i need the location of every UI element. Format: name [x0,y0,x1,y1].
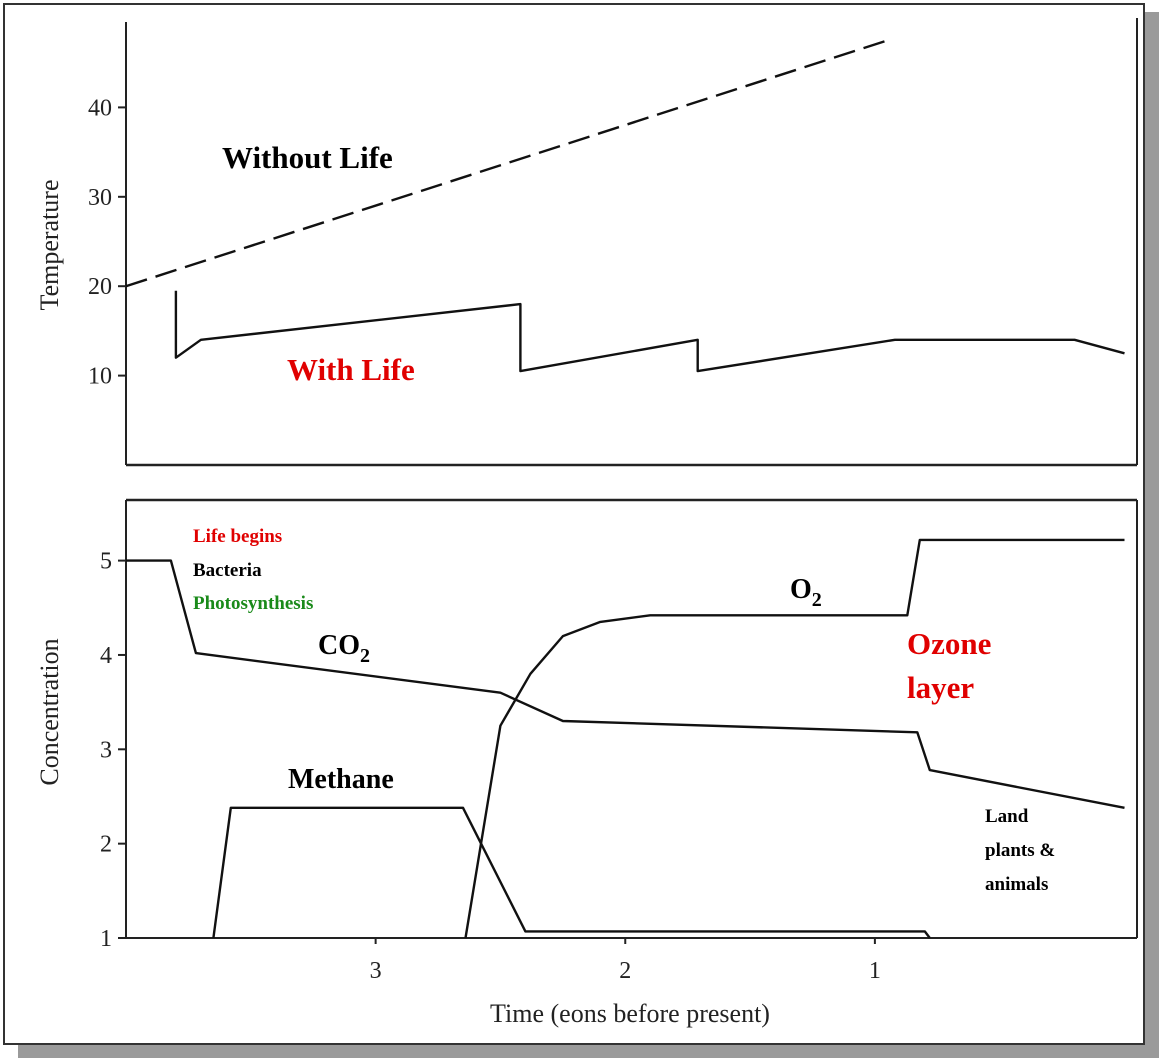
annotation-without-life: Without Life [222,140,393,175]
label-methane: Methane [288,764,394,795]
series-line-o2 [464,538,1125,939]
series-line-with-life [174,290,1125,373]
annotation-plants: plants & [985,840,1055,861]
time-xlabel: Time (eons before present) [490,999,770,1028]
concentration-xtick-label: 3 [370,958,382,984]
temperature-ticks: 10 20 30 40 [88,95,126,390]
annotation-life-begins: Life begins [193,526,282,547]
annotation-bacteria: Bacteria [193,560,262,581]
annotation-land: Land [985,806,1029,827]
temperature-axes [125,18,1138,467]
label-o2-main: O [790,574,812,605]
concentration-xtick-label: 2 [619,958,631,984]
label-co2-main: CO [318,630,360,661]
series-line-without-life [125,39,888,288]
label-o2: O2 [790,574,822,611]
label-co2: CO2 [318,630,370,667]
annotation-photosynthesis: Photosynthesis [193,593,313,614]
concentration-axes [125,498,1138,939]
annotation-with-life: With Life [287,352,415,387]
concentration-ytick-label: 2 [100,832,112,858]
annotation-layer: layer [907,670,974,705]
concentration-ytick-label: 3 [100,737,112,763]
label-o2-sub: 2 [812,589,822,611]
concentration-ytick-label: 1 [100,926,112,952]
temperature-ytick-label: 10 [88,364,112,390]
series-line-methane [212,806,931,939]
temperature-ytick-label: 40 [88,95,112,121]
annotation-animals: animals [985,874,1048,895]
concentration-ytick-label: 5 [100,549,112,575]
concentration-ticks: 1 2 3 4 5 3 2 1 [100,549,881,984]
concentration-ytick-label: 4 [100,643,112,669]
temperature-ytick-label: 20 [88,274,112,300]
frame-border [3,3,1145,1045]
annotation-ozone: Ozone [907,626,991,661]
temperature-series [125,39,1125,373]
temperature-ytick-label: 30 [88,185,112,211]
label-co2-sub: 2 [360,645,370,667]
temperature-ylabel: Temperature [35,180,64,311]
concentration-xtick-label: 1 [869,958,881,984]
series-line-co2 [126,559,1125,809]
concentration-ylabel: Concentration [35,638,64,785]
concentration-series [126,538,1125,939]
